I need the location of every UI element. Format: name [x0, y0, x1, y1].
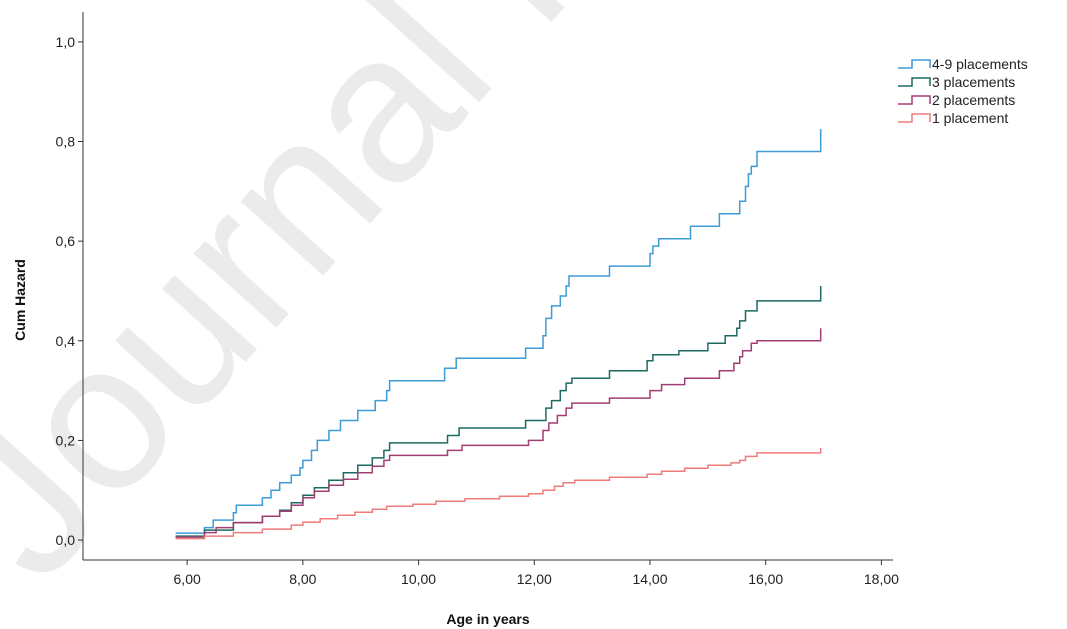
legend-label: 3 placements — [932, 74, 1015, 90]
legend-label: 2 placements — [932, 92, 1015, 108]
y-tick-label: 1,0 — [56, 34, 76, 50]
x-tick-label: 12,00 — [517, 571, 552, 587]
x-tick-label: 10,00 — [401, 571, 436, 587]
legend-label: 1 placement — [932, 110, 1008, 126]
x-tick-label: 6,00 — [174, 571, 201, 587]
y-tick-label: 0,2 — [56, 432, 76, 448]
y-tick-label: 0,4 — [56, 333, 76, 349]
x-tick-label: 8,00 — [289, 571, 316, 587]
x-tick-label: 18,00 — [864, 571, 899, 587]
x-tick-label: 16,00 — [748, 571, 783, 587]
legend: 4-9 placements 3 placements 2 placements 1 … — [898, 56, 1028, 126]
series-line-4-9-placements — [175, 129, 822, 534]
y-tick-label: 0,6 — [56, 233, 76, 249]
x-tick-label: 14,00 — [632, 571, 667, 587]
y-tick-label: 0,0 — [56, 532, 76, 548]
y-axis-title: Cum Hazard — [12, 259, 28, 341]
axes: 0,0 0,2 0,4 0,6 0,8 1,0 6,00 8,00 10,00 12,00 14,0… — [56, 12, 899, 587]
x-axis-title: Age in years — [446, 611, 529, 627]
y-tick-label: 0,8 — [56, 134, 76, 150]
legend-label: 4-9 placements — [932, 56, 1028, 72]
legend-swatch — [898, 113, 931, 123]
plot-area — [175, 129, 822, 540]
series-line-1-placement — [175, 447, 822, 540]
legend-swatch — [898, 95, 931, 105]
legend-swatch — [898, 77, 931, 87]
series-line-2-placements — [175, 328, 822, 538]
legend-swatch — [898, 59, 931, 69]
series-line-3-placements — [175, 286, 822, 537]
